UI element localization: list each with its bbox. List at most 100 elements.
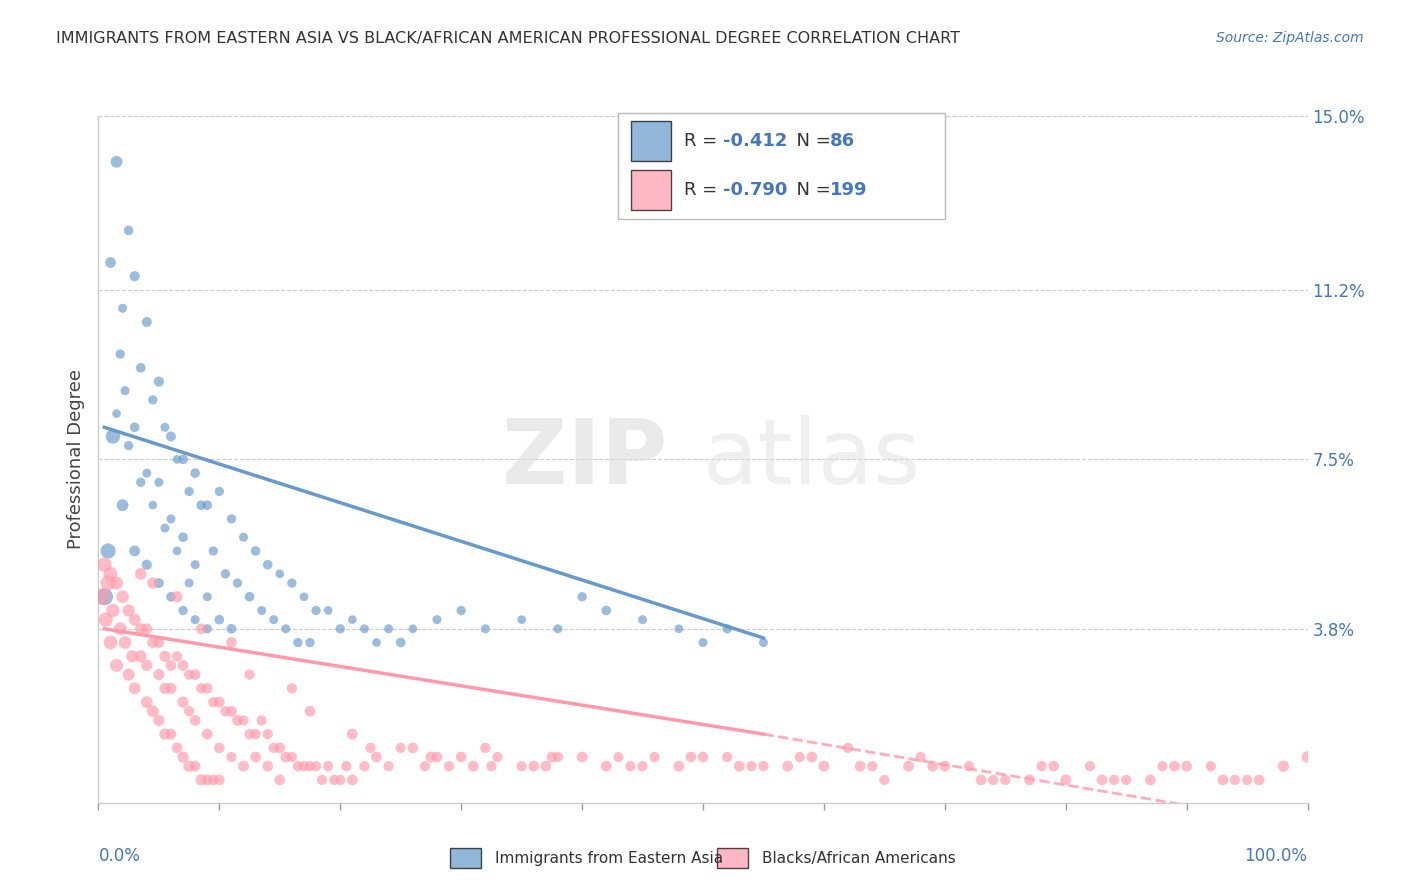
Y-axis label: Professional Degree: Professional Degree — [66, 369, 84, 549]
Point — [135, 466, 157, 480]
Point — [221, 750, 243, 764]
Point — [463, 759, 485, 773]
Point — [172, 750, 194, 764]
Point — [366, 635, 388, 649]
Point — [184, 759, 207, 773]
Point — [239, 590, 262, 604]
Point — [202, 772, 225, 787]
Point — [1175, 759, 1198, 773]
Point — [166, 590, 188, 604]
Point — [668, 622, 690, 636]
Point — [184, 714, 207, 728]
Point — [153, 681, 176, 696]
Point — [426, 750, 449, 764]
Point — [124, 544, 146, 558]
Point — [148, 375, 170, 389]
Point — [1054, 772, 1077, 787]
Point — [91, 590, 114, 604]
Point — [135, 315, 157, 329]
Point — [184, 667, 207, 681]
Point — [413, 759, 436, 773]
Point — [166, 649, 188, 664]
Point — [1152, 759, 1174, 773]
Point — [292, 759, 315, 773]
Text: R =: R = — [683, 181, 723, 199]
Point — [129, 360, 152, 375]
Text: N =: N = — [785, 132, 837, 150]
Point — [172, 658, 194, 673]
Point — [179, 576, 201, 591]
Point — [153, 420, 176, 434]
Point — [474, 622, 496, 636]
Point — [184, 466, 207, 480]
Point — [184, 613, 207, 627]
Point — [129, 649, 152, 664]
Point — [752, 635, 775, 649]
Point — [208, 613, 231, 627]
Point — [148, 576, 170, 591]
Point — [353, 622, 375, 636]
Point — [129, 475, 152, 490]
Point — [226, 714, 249, 728]
Point — [142, 576, 165, 591]
Point — [160, 512, 183, 526]
Point — [148, 635, 170, 649]
Point — [281, 576, 304, 591]
Point — [214, 704, 236, 718]
Point — [172, 452, 194, 467]
Point — [287, 635, 309, 649]
Point — [970, 772, 993, 787]
Text: 0.0%: 0.0% — [98, 847, 141, 865]
Point — [1249, 772, 1271, 787]
Point — [1102, 772, 1125, 787]
Point — [114, 635, 136, 649]
Point — [232, 530, 254, 544]
Point — [329, 622, 352, 636]
Point — [474, 740, 496, 755]
Point — [101, 603, 124, 617]
Point — [269, 566, 291, 581]
Point — [692, 750, 714, 764]
Point — [148, 475, 170, 490]
Point — [190, 622, 212, 636]
Point — [208, 772, 231, 787]
Point — [263, 740, 285, 755]
Point — [849, 759, 872, 773]
Point — [263, 613, 285, 627]
Point — [981, 772, 1004, 787]
Point — [607, 750, 630, 764]
Point — [426, 613, 449, 627]
Point — [450, 750, 472, 764]
Point — [250, 603, 273, 617]
Point — [335, 759, 357, 773]
Point — [481, 759, 503, 773]
Point — [534, 759, 557, 773]
Point — [1018, 772, 1040, 787]
Point — [221, 704, 243, 718]
Point — [172, 603, 194, 617]
Text: 86: 86 — [830, 132, 855, 150]
Point — [124, 681, 146, 696]
Point — [101, 429, 124, 443]
Point — [595, 759, 617, 773]
Point — [299, 704, 322, 718]
Point — [389, 635, 412, 649]
Point — [135, 558, 157, 572]
Point — [800, 750, 823, 764]
Point — [873, 772, 896, 787]
Point — [287, 759, 309, 773]
Point — [195, 590, 218, 604]
Point — [190, 681, 212, 696]
Point — [402, 740, 425, 755]
Point — [316, 759, 339, 773]
Text: Immigrants from Eastern Asia: Immigrants from Eastern Asia — [495, 851, 723, 865]
Point — [789, 750, 811, 764]
Text: atlas: atlas — [703, 416, 921, 503]
Point — [716, 622, 738, 636]
Point — [100, 255, 122, 269]
Point — [910, 750, 932, 764]
Point — [957, 759, 980, 773]
Point — [190, 498, 212, 512]
Point — [221, 635, 243, 649]
Point — [994, 772, 1017, 787]
